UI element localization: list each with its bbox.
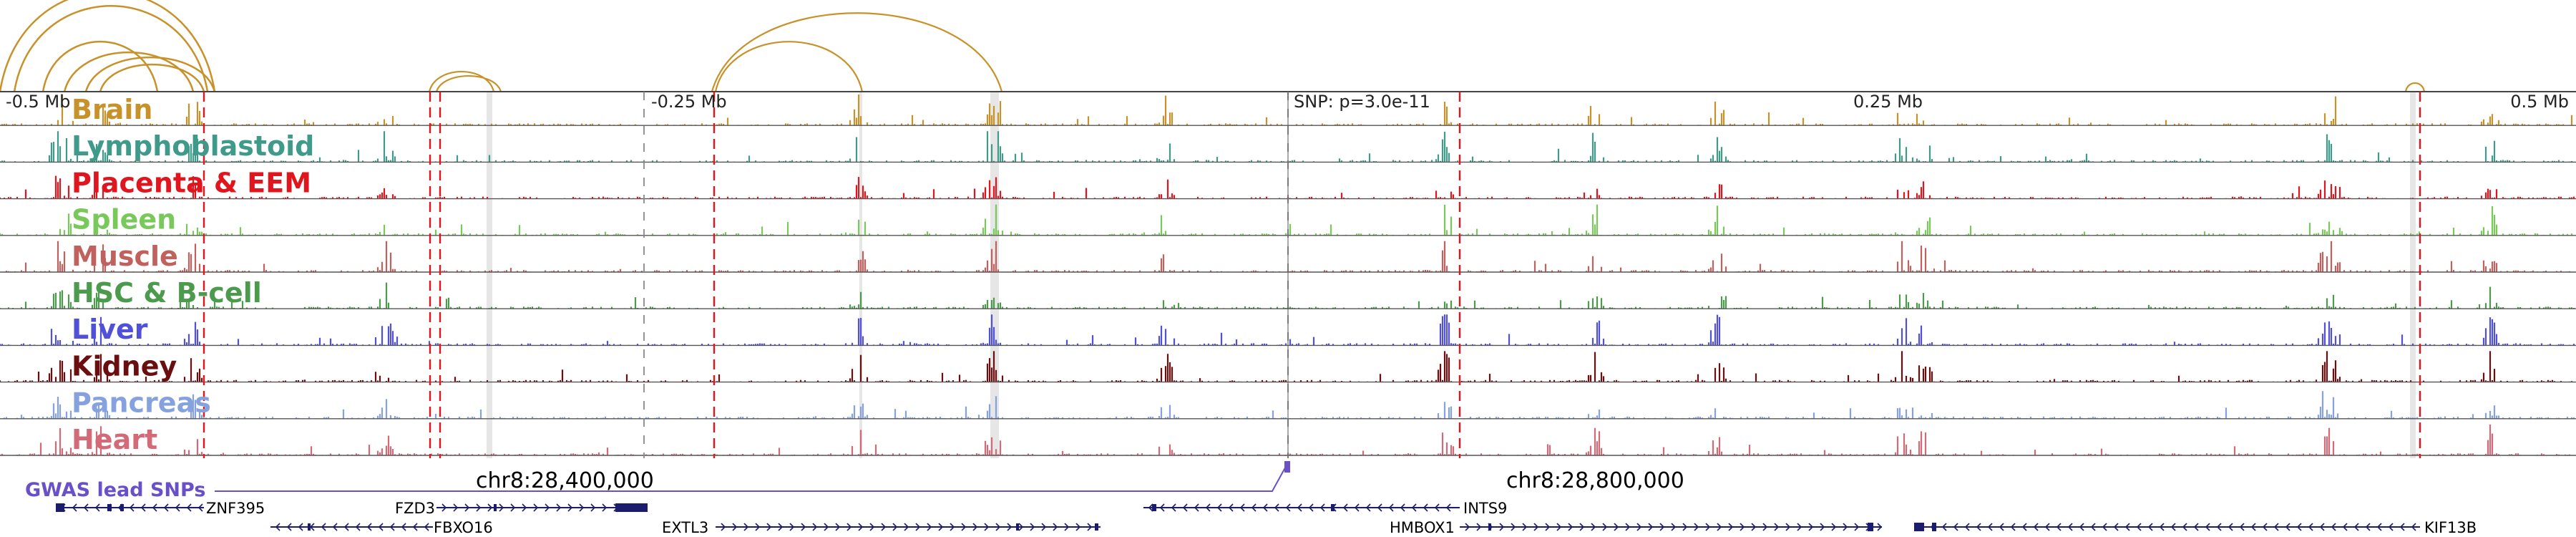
gene-label-znf395: ZNF395	[206, 500, 265, 517]
gene-exon	[494, 504, 497, 511]
coordinate-label: chr8:28,400,000	[476, 468, 654, 493]
axis-tick-label: SNP: p=3.0e-11	[1294, 92, 1430, 112]
gene-exon	[107, 504, 112, 511]
loop-arc	[435, 74, 502, 92]
track-label-muscle: Muscle	[72, 241, 178, 272]
track-signal	[0, 204, 2573, 236]
track-label-lymphoblastoid: Lymphoblastoid	[72, 130, 314, 162]
track-label-placenta-eem: Placenta & EEM	[72, 167, 311, 198]
gwas-connector	[215, 462, 1289, 492]
chromatin-loop-arcs	[0, 0, 2426, 92]
coordinate-label: chr8:28,800,000	[1506, 468, 1684, 493]
axis-tick-label: -0.5 Mb	[6, 92, 70, 112]
gene-exon	[1016, 523, 1019, 531]
axis-ruler: -0.5 Mb -0.25 Mb SNP: p=3.0e-11 0.25 Mb 0.5 …	[6, 92, 2569, 112]
gene-track: ZNF395 FZD3 INTS9 FBXO16 EXTL3 HMBOX1 KIF13B	[56, 500, 2477, 536]
gwas-label: GWAS lead SNPs	[25, 479, 205, 501]
gene-exon	[1868, 523, 1873, 531]
gene-exon	[1095, 523, 1098, 531]
gene-exon	[308, 523, 311, 531]
track-signal	[0, 314, 2575, 346]
gene-exon	[1914, 523, 1924, 531]
gene-exon	[56, 503, 64, 512]
loop-arc	[711, 12, 1003, 92]
marker-lines	[203, 92, 2421, 458]
gene-label-extl3: EXTL3	[662, 519, 708, 536]
loop-arc	[714, 41, 864, 92]
loop-arc	[0, 0, 216, 92]
track-label-hsc-b-cell: HSC & B-cell	[72, 277, 262, 309]
gene-label-fzd3: FZD3	[395, 500, 435, 517]
track-label-liver: Liver	[72, 314, 148, 345]
track-labels: Brain Lymphoblastoid Placenta & EEM Spleen M…	[72, 94, 314, 455]
track-signal	[0, 282, 2575, 309]
track-signal	[0, 175, 2575, 199]
gene-strand-arrows	[721, 523, 1093, 531]
gene-label-hmbox1: HMBOX1	[1390, 519, 1455, 536]
gene-exon	[1488, 523, 1491, 531]
highlight-columns	[487, 92, 2416, 458]
loop-arc	[13, 5, 209, 92]
gene-exon	[1152, 504, 1156, 511]
gwas-snp-mark	[1284, 461, 1290, 473]
gene-strand-arrows	[1465, 523, 1883, 531]
track-label-brain: Brain	[72, 94, 152, 125]
loop-arc	[42, 40, 159, 92]
loop-arc	[99, 64, 205, 92]
track-label-spleen: Spleen	[72, 204, 176, 236]
loop-arc	[2404, 82, 2426, 92]
track-label-pancreas: Pancreas	[72, 387, 211, 419]
highlight-column	[487, 92, 492, 458]
loop-arc	[63, 51, 195, 92]
track-signal	[3, 391, 2575, 419]
axis-tick-label: -0.25 Mb	[651, 92, 727, 112]
loop-arc	[84, 57, 216, 92]
highlight-column	[2410, 92, 2416, 458]
coordinate-labels: chr8:28,400,000 chr8:28,800,000	[476, 468, 1684, 493]
gene-label-fbxo16: FBXO16	[434, 519, 493, 536]
highlight-column	[859, 92, 862, 458]
gene-exon	[120, 504, 124, 511]
track-label-kidney: Kidney	[72, 350, 177, 382]
gene-label-kif13b: KIF13B	[2424, 519, 2477, 536]
track-signal	[3, 241, 2571, 272]
track-signal	[0, 351, 2573, 382]
gene-exon	[1331, 504, 1335, 511]
track-signal	[0, 424, 2571, 455]
track-label-heart: Heart	[72, 424, 157, 455]
gwas-track: GWAS lead SNPs	[25, 461, 1290, 501]
loop-arc	[428, 71, 495, 92]
gene-strand-arrows	[1148, 503, 1451, 512]
gene-exon	[1932, 523, 1936, 531]
axis-tick-label: 0.25 Mb	[1853, 92, 1923, 112]
axis-tick-label: 0.5 Mb	[2510, 92, 2569, 112]
gene-exon	[615, 503, 648, 512]
track-signal	[0, 95, 2573, 126]
track-signal	[0, 131, 2573, 163]
gene-label-ints9: INTS9	[1463, 500, 1507, 517]
